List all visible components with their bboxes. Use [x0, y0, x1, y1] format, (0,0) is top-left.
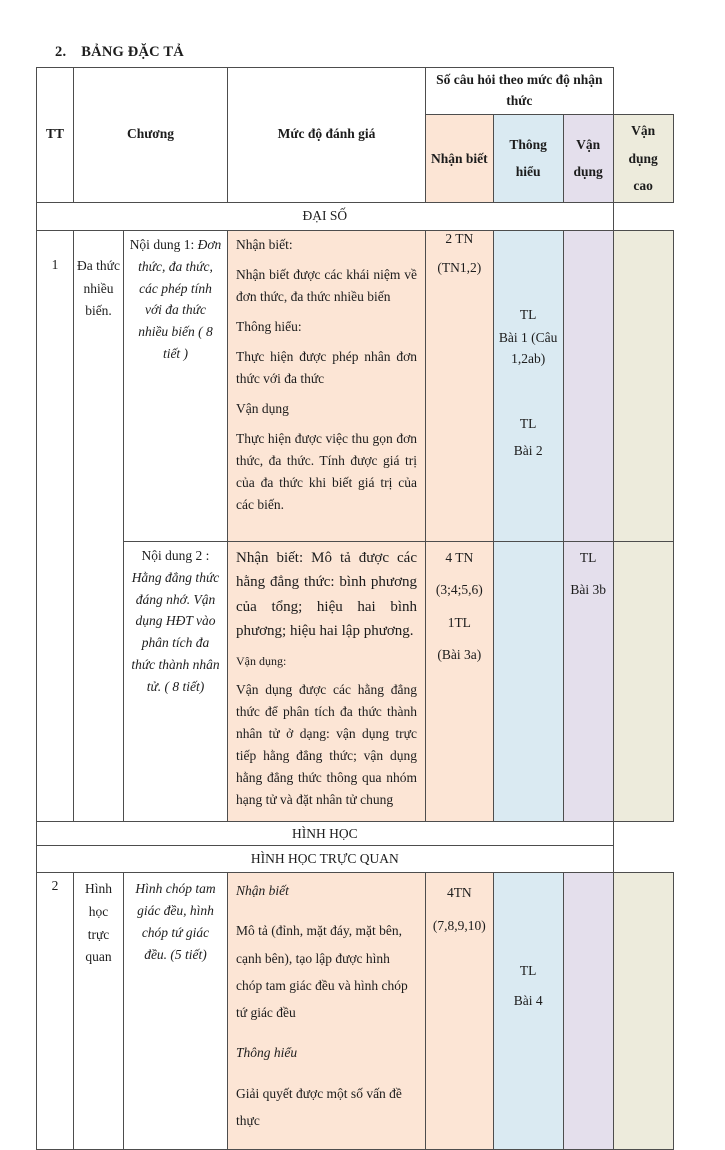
section-row-hinh-hoc: HÌNH HỌC	[36, 821, 614, 847]
cell-muc-do-noi-dung-2: Nhận biết: Mô tả được các hằng đẳng thức…	[227, 540, 426, 823]
cell-nhan-biet-row-2: 4TN (7,8,9,10)	[425, 872, 494, 1150]
muc-do-2-van-dung-detail: Vận dụng được các hằng đẳng thức để phân…	[236, 682, 417, 808]
muc-do-2-van-dung-label: Vận dụng:	[236, 653, 287, 668]
muc-do-1-p3: Thông hiểu:	[236, 318, 302, 334]
muc-do-row2-p4: Giải quyết được một số vấn đề thực	[236, 1085, 402, 1129]
muc-do-1-p6: Thực hiện được việc thu gọn đơn thức, đa…	[236, 430, 417, 512]
page-title: 2. BẢNG ĐẶC TẢ	[55, 44, 184, 61]
cell-thong-hieu-row-2: TL Bài 4	[492, 872, 564, 1150]
section-hinh-hoc-truc-quan-spacer	[613, 845, 674, 873]
cell-chuong-2-value: Hình học trực quan	[85, 881, 112, 965]
cell-chuong-2: Hình học trực quan	[73, 872, 124, 1150]
muc-do-1-p5: Vận dụng	[236, 400, 289, 416]
nhan-biet-1-line2: (TN1,2)	[437, 259, 482, 275]
section-hinh-hoc-spacer	[613, 821, 674, 846]
muc-do-2-nhan-biet: Nhận biết: Mô tả được các hằng đẳng thức…	[236, 549, 417, 640]
section-row-hinh-hoc-truc-quan: HÌNH HỌC TRỰC QUAN	[36, 845, 614, 874]
nhan-biet-2-line2: (3;4;5,6)	[435, 582, 483, 598]
spec-table: TT Chương Mức độ đánh giá Số câu hỏi the…	[36, 67, 674, 1150]
col-header-chuong: Chương	[73, 67, 228, 203]
col-header-muc-do-label: Mức độ đánh giá	[277, 126, 376, 142]
section-hinh-hoc-truc-quan-label: HÌNH HỌC TRỰC QUAN	[250, 851, 399, 867]
nhan-biet-2-line3: 1TL	[447, 614, 471, 630]
cell-tt-1-value: 1	[51, 256, 59, 272]
col-header-tt: TT	[36, 67, 74, 203]
nhan-biet-2-line1: 4 TN	[445, 549, 474, 565]
cell-van-dung-row-2	[562, 872, 614, 1150]
cell-noi-dung-2: Nội dung 2 : Hằng đẳng thức đáng nhớ. Vậ…	[123, 540, 228, 823]
cell-muc-do-noi-dung-1: Nhận biết: Nhận biết được các khái niệm …	[227, 229, 426, 542]
col-header-so-cau-hoi: Số câu hỏi theo mức độ nhận thức	[425, 67, 614, 115]
col-header-van-dung: Vận dụng	[562, 113, 614, 203]
col-header-muc-do-danh-gia: Mức độ đánh giá	[227, 67, 426, 203]
van-dung-2-line2: Bài 3b	[570, 582, 606, 598]
thong-hieu-1a-line1: TL	[519, 306, 537, 322]
thong-hieu-1a-line2: Bài 1 (Câu 1,2ab)	[498, 329, 558, 366]
empty-corner-cell	[613, 67, 674, 115]
cell-noi-dung-1: Nội dung 1: Đơn thức, đa thức, các phép …	[123, 229, 228, 542]
col-header-tt-label: TT	[45, 126, 64, 142]
noi-dung-3-detail: Hình chóp tam giác đều, hình chóp tứ giá…	[135, 881, 216, 962]
nhan-biet-row2-line1: 4TN	[446, 885, 472, 901]
col-header-van-dung-cao-label: Vận dụng cao	[628, 122, 658, 194]
cell-tt-2: 2	[36, 872, 74, 1150]
muc-do-1-p2: Nhận biết được các khái niệm về đơn thức…	[236, 266, 417, 304]
muc-do-row2-p3: Thông hiểu	[236, 1045, 298, 1061]
cell-thong-hieu-noi-dung-1: TL Bài 1 (Câu 1,2ab) TL Bài 2	[492, 229, 564, 542]
col-header-van-dung-cao: Vận dụng cao	[612, 113, 674, 203]
muc-do-row2-p1: Nhận biết	[236, 883, 289, 899]
page-title-text: BẢNG ĐẶC TẢ	[81, 44, 184, 60]
noi-dung-2-label: Nội dung 2 :	[141, 547, 210, 563]
cell-chuong-1-value: Đa thức nhiều biến.	[77, 257, 120, 319]
cell-tt-2-value: 2	[51, 878, 59, 894]
cell-tt-1: 1	[36, 229, 74, 823]
section-dai-so-label: ĐẠI SỐ	[302, 208, 348, 224]
nhan-biet-2-line4: (Bài 3a)	[437, 647, 482, 663]
cell-nhan-biet-noi-dung-1: 2 TN (TN1,2)	[425, 229, 494, 542]
cell-van-dung-cao-noi-dung-2	[612, 540, 674, 823]
section-hinh-hoc-label: HÌNH HỌC	[292, 825, 358, 841]
nhan-biet-1-line1: 2 TN	[445, 230, 474, 246]
noi-dung-2-detail: Hằng đẳng thức đáng nhớ. Vận dụng HĐT và…	[131, 569, 220, 695]
cell-nhan-biet-noi-dung-2: 4 TN (3;4;5,6) 1TL (Bài 3a)	[425, 540, 494, 823]
cell-van-dung-noi-dung-1	[562, 229, 614, 542]
muc-do-1-p1: Nhận biết:	[236, 236, 293, 252]
cell-muc-do-row-2: Nhận biết Mô tả (đỉnh, mặt đáy, mặt bên,…	[227, 872, 426, 1150]
section-row-dai-so: ĐẠI SỐ	[36, 201, 614, 231]
col-header-thong-hieu: Thông hiểu	[492, 113, 564, 203]
section-dai-so-spacer	[613, 202, 674, 231]
muc-do-1-p4: Thực hiện được phép nhân đơn thức với đa…	[236, 348, 417, 386]
col-header-nhan-biet: Nhận biết	[425, 113, 494, 203]
cell-van-dung-cao-noi-dung-1	[612, 229, 674, 542]
col-header-so-cau-hoi-label: Số câu hỏi theo mức độ nhận thức	[436, 72, 603, 108]
thong-hieu-1b-line2: Bài 2	[513, 442, 543, 458]
muc-do-row2-p2: Mô tả (đỉnh, mặt đáy, mặt bên, cạnh bên)…	[236, 923, 408, 1021]
thong-hieu-row2-line2: Bài 4	[513, 992, 543, 1008]
noi-dung-1-detail: Đơn thức, đa thức, các phép tính với đa …	[138, 236, 222, 362]
col-header-chuong-label: Chương	[126, 126, 175, 142]
cell-van-dung-cao-row-2	[612, 872, 674, 1150]
cell-chuong-1: Đa thức nhiều biến.	[73, 229, 124, 823]
thong-hieu-row2-line1: TL	[519, 963, 537, 979]
cell-noi-dung-3: Hình chóp tam giác đều, hình chóp tứ giá…	[123, 872, 228, 1150]
nhan-biet-row2-line2: (7,8,9,10)	[432, 917, 486, 933]
cell-thong-hieu-noi-dung-2	[492, 540, 564, 823]
page-title-number: 2.	[55, 44, 67, 60]
cell-van-dung-noi-dung-2: TL Bài 3b	[562, 540, 614, 823]
van-dung-2-line1: TL	[579, 549, 597, 565]
noi-dung-1-label: Nội dung 1:	[129, 236, 195, 252]
col-header-nhan-biet-label: Nhận biết	[431, 150, 488, 166]
col-header-thong-hieu-label: Thông hiểu	[509, 136, 547, 180]
thong-hieu-1b-line1: TL	[519, 415, 537, 431]
col-header-van-dung-label: Vận dụng	[573, 136, 603, 180]
